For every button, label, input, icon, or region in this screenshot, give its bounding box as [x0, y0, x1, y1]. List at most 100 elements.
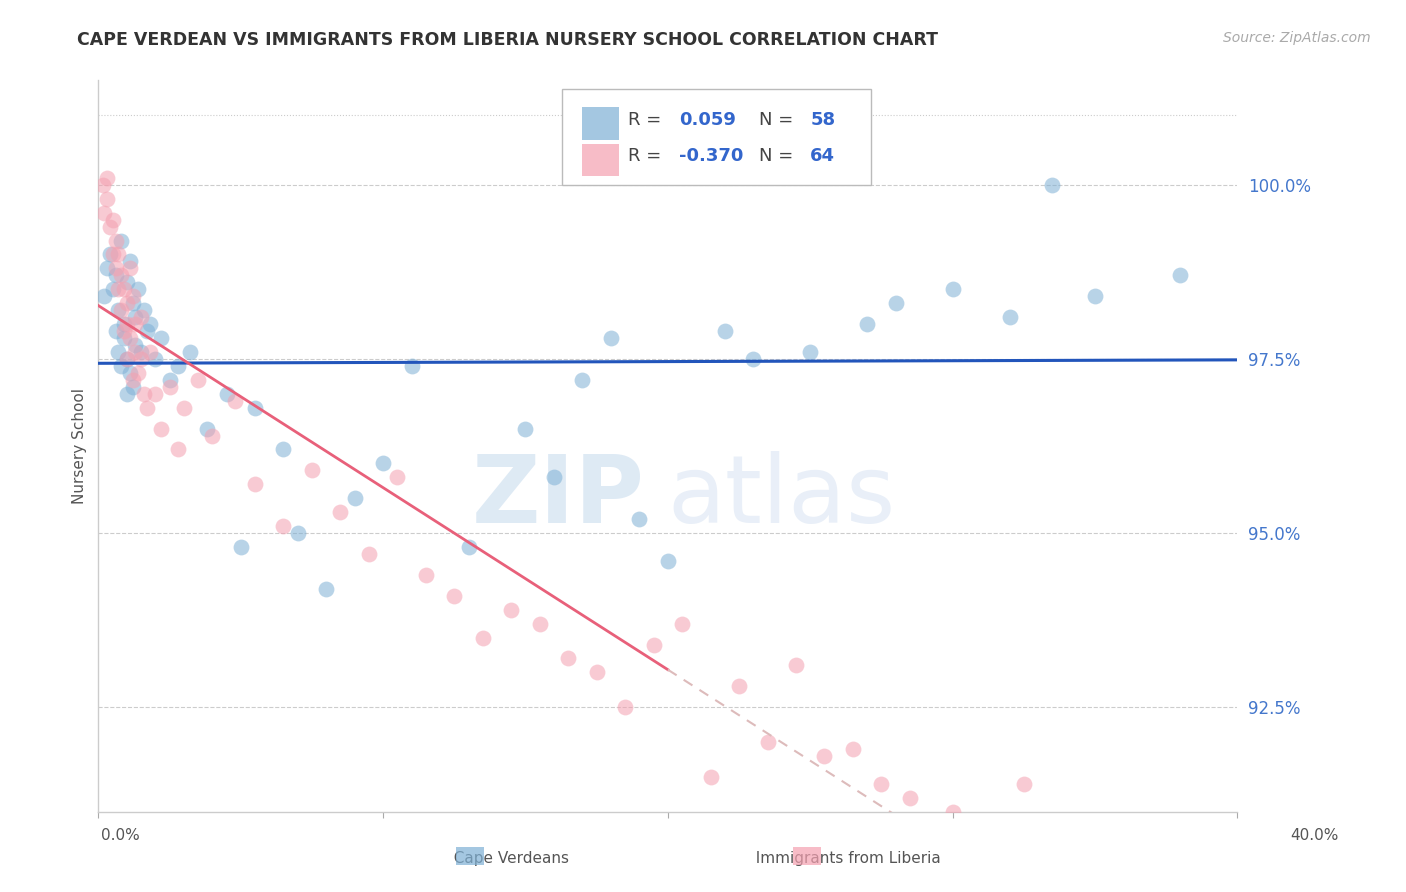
Point [201, 428, 224, 442]
Point [585, 665, 607, 680]
Point [107, 282, 129, 296]
Point [942, 282, 965, 296]
Point [138, 345, 160, 359]
Point [101, 212, 124, 227]
Point [628, 512, 651, 526]
Point [115, 317, 138, 331]
Point [884, 296, 907, 310]
Point [243, 401, 266, 415]
Point [145, 351, 167, 366]
Point [115, 351, 138, 366]
Point [96, 192, 118, 206]
Point [842, 742, 865, 756]
Point [167, 359, 190, 373]
Point [215, 386, 238, 401]
Text: 0.0%: 0.0% [101, 829, 141, 843]
Point [401, 359, 423, 373]
Text: R =: R = [628, 111, 666, 128]
Point [129, 351, 152, 366]
Point [643, 638, 665, 652]
Point [273, 519, 295, 533]
Point [104, 234, 127, 248]
Point [150, 331, 173, 345]
Point [112, 282, 135, 296]
Point [101, 247, 124, 261]
Point [121, 373, 143, 387]
Point [110, 359, 132, 373]
Point [1012, 777, 1035, 791]
Point [104, 268, 127, 283]
Point [799, 345, 821, 359]
Text: CAPE VERDEAN VS IMMIGRANTS FROM LIBERIA NURSERY SCHOOL CORRELATION CHART: CAPE VERDEAN VS IMMIGRANTS FROM LIBERIA … [77, 31, 938, 49]
FancyBboxPatch shape [562, 89, 870, 185]
Y-axis label: Nursery School: Nursery School [72, 388, 87, 504]
Text: atlas: atlas [668, 451, 896, 543]
Point [101, 282, 124, 296]
Point [110, 234, 132, 248]
Point [145, 386, 167, 401]
Point [1084, 289, 1107, 303]
Point [329, 505, 352, 519]
Text: 0.059: 0.059 [679, 111, 737, 128]
Text: N =: N = [759, 147, 799, 165]
Point [998, 310, 1021, 325]
Point [118, 254, 141, 268]
Point [127, 366, 149, 380]
FancyBboxPatch shape [582, 107, 619, 139]
Point [124, 310, 146, 325]
Point [115, 386, 138, 401]
Point [315, 582, 337, 596]
Point [107, 303, 129, 318]
Text: -0.370: -0.370 [679, 147, 744, 165]
Point [121, 380, 143, 394]
Point [150, 421, 173, 435]
Point [371, 457, 394, 471]
Text: ZIP: ZIP [472, 451, 645, 543]
Point [742, 351, 765, 366]
Point [104, 324, 127, 338]
Point [179, 345, 201, 359]
Point [728, 679, 751, 693]
Point [110, 268, 132, 283]
Point [121, 296, 143, 310]
Text: N =: N = [759, 111, 799, 128]
Point [343, 491, 366, 506]
Point [501, 603, 523, 617]
Point [118, 261, 141, 276]
Point [107, 247, 129, 261]
Point [415, 567, 437, 582]
Point [98, 219, 121, 234]
Point [557, 651, 579, 665]
Point [942, 805, 965, 819]
Point [813, 749, 835, 764]
Point [127, 282, 149, 296]
Point [138, 317, 160, 331]
Point [387, 470, 409, 484]
Point [124, 345, 146, 359]
Point [93, 289, 115, 303]
Point [132, 303, 155, 318]
Point [657, 554, 679, 568]
Point [129, 345, 152, 359]
Text: Source: ZipAtlas.com: Source: ZipAtlas.com [1223, 31, 1371, 45]
Point [112, 331, 135, 345]
Point [243, 477, 266, 491]
Point [870, 777, 893, 791]
Point [1040, 178, 1063, 192]
Point [173, 401, 195, 415]
Point [287, 526, 309, 541]
Point [457, 540, 479, 554]
Point [229, 540, 252, 554]
Point [91, 178, 114, 192]
Point [115, 275, 138, 289]
Point [785, 658, 807, 673]
Point [159, 380, 181, 394]
Point [671, 616, 693, 631]
Point [167, 442, 190, 457]
Point [93, 205, 115, 219]
Point [132, 386, 155, 401]
FancyBboxPatch shape [582, 144, 619, 176]
Point [135, 324, 157, 338]
Point [129, 310, 152, 325]
Point [195, 421, 218, 435]
